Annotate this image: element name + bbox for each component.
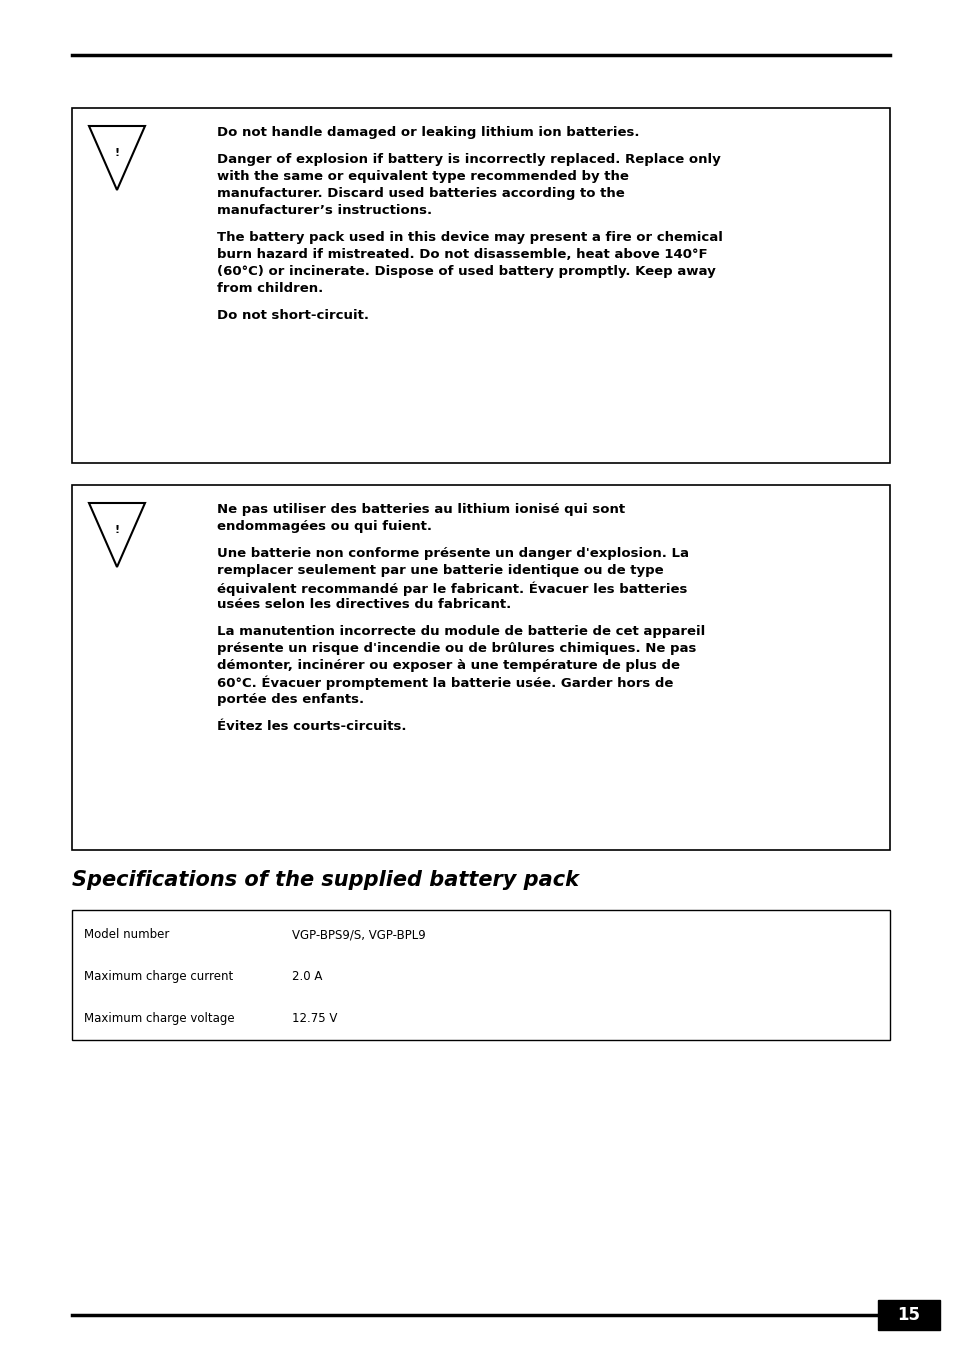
FancyBboxPatch shape	[71, 910, 889, 1040]
Text: Maximum charge current: Maximum charge current	[84, 969, 233, 983]
Text: usées selon les directives du fabricant.: usées selon les directives du fabricant.	[216, 598, 511, 611]
Text: with the same or equivalent type recommended by the: with the same or equivalent type recomme…	[216, 170, 628, 183]
Text: (60°C) or incinerate. Dispose of used battery promptly. Keep away: (60°C) or incinerate. Dispose of used ba…	[216, 265, 715, 279]
Text: VGP-BPS9/S, VGP-BPL9: VGP-BPS9/S, VGP-BPL9	[292, 927, 425, 941]
Text: Specifications of the supplied battery pack: Specifications of the supplied battery p…	[71, 869, 578, 890]
Text: burn hazard if mistreated. Do not disassemble, heat above 140°F: burn hazard if mistreated. Do not disass…	[216, 247, 707, 261]
Text: The battery pack used in this device may present a fire or chemical: The battery pack used in this device may…	[216, 231, 722, 243]
Text: 2.0 A: 2.0 A	[292, 969, 322, 983]
Text: !: !	[114, 525, 119, 535]
Polygon shape	[89, 126, 145, 191]
Text: 12.75 V: 12.75 V	[292, 1013, 337, 1025]
Text: Model number: Model number	[84, 927, 170, 941]
Text: équivalent recommandé par le fabricant. Évacuer les batteries: équivalent recommandé par le fabricant. …	[216, 581, 687, 595]
Text: Évitez les courts-circuits.: Évitez les courts-circuits.	[216, 721, 406, 733]
Text: Maximum charge voltage: Maximum charge voltage	[84, 1013, 234, 1025]
Text: portée des enfants.: portée des enfants.	[216, 694, 364, 706]
Text: endommagées ou qui fuient.: endommagées ou qui fuient.	[216, 521, 432, 533]
Text: 15: 15	[897, 1306, 920, 1324]
Text: 60°C. Évacuer promptement la batterie usée. Garder hors de: 60°C. Évacuer promptement la batterie us…	[216, 676, 673, 691]
Text: manufacturer’s instructions.: manufacturer’s instructions.	[216, 204, 432, 218]
FancyBboxPatch shape	[877, 1301, 939, 1330]
FancyBboxPatch shape	[71, 485, 889, 850]
Text: !: !	[114, 149, 119, 158]
Text: Danger of explosion if battery is incorrectly replaced. Replace only: Danger of explosion if battery is incorr…	[216, 153, 720, 166]
Text: démonter, incinérer ou exposer à une température de plus de: démonter, incinérer ou exposer à une tem…	[216, 658, 679, 672]
Text: manufacturer. Discard used batteries according to the: manufacturer. Discard used batteries acc…	[216, 187, 624, 200]
Polygon shape	[89, 503, 145, 566]
Text: Do not short-circuit.: Do not short-circuit.	[216, 310, 369, 322]
Text: présente un risque d'incendie ou de brûlures chimiques. Ne pas: présente un risque d'incendie ou de brûl…	[216, 642, 696, 654]
FancyBboxPatch shape	[71, 108, 889, 462]
Text: from children.: from children.	[216, 283, 323, 295]
Text: Une batterie non conforme présente un danger d'explosion. La: Une batterie non conforme présente un da…	[216, 548, 688, 560]
Text: Do not handle damaged or leaking lithium ion batteries.: Do not handle damaged or leaking lithium…	[216, 126, 639, 139]
Text: Ne pas utiliser des batteries au lithium ionisé qui sont: Ne pas utiliser des batteries au lithium…	[216, 503, 624, 516]
Text: remplacer seulement par une batterie identique ou de type: remplacer seulement par une batterie ide…	[216, 564, 663, 577]
Text: La manutention incorrecte du module de batterie de cet appareil: La manutention incorrecte du module de b…	[216, 625, 704, 638]
